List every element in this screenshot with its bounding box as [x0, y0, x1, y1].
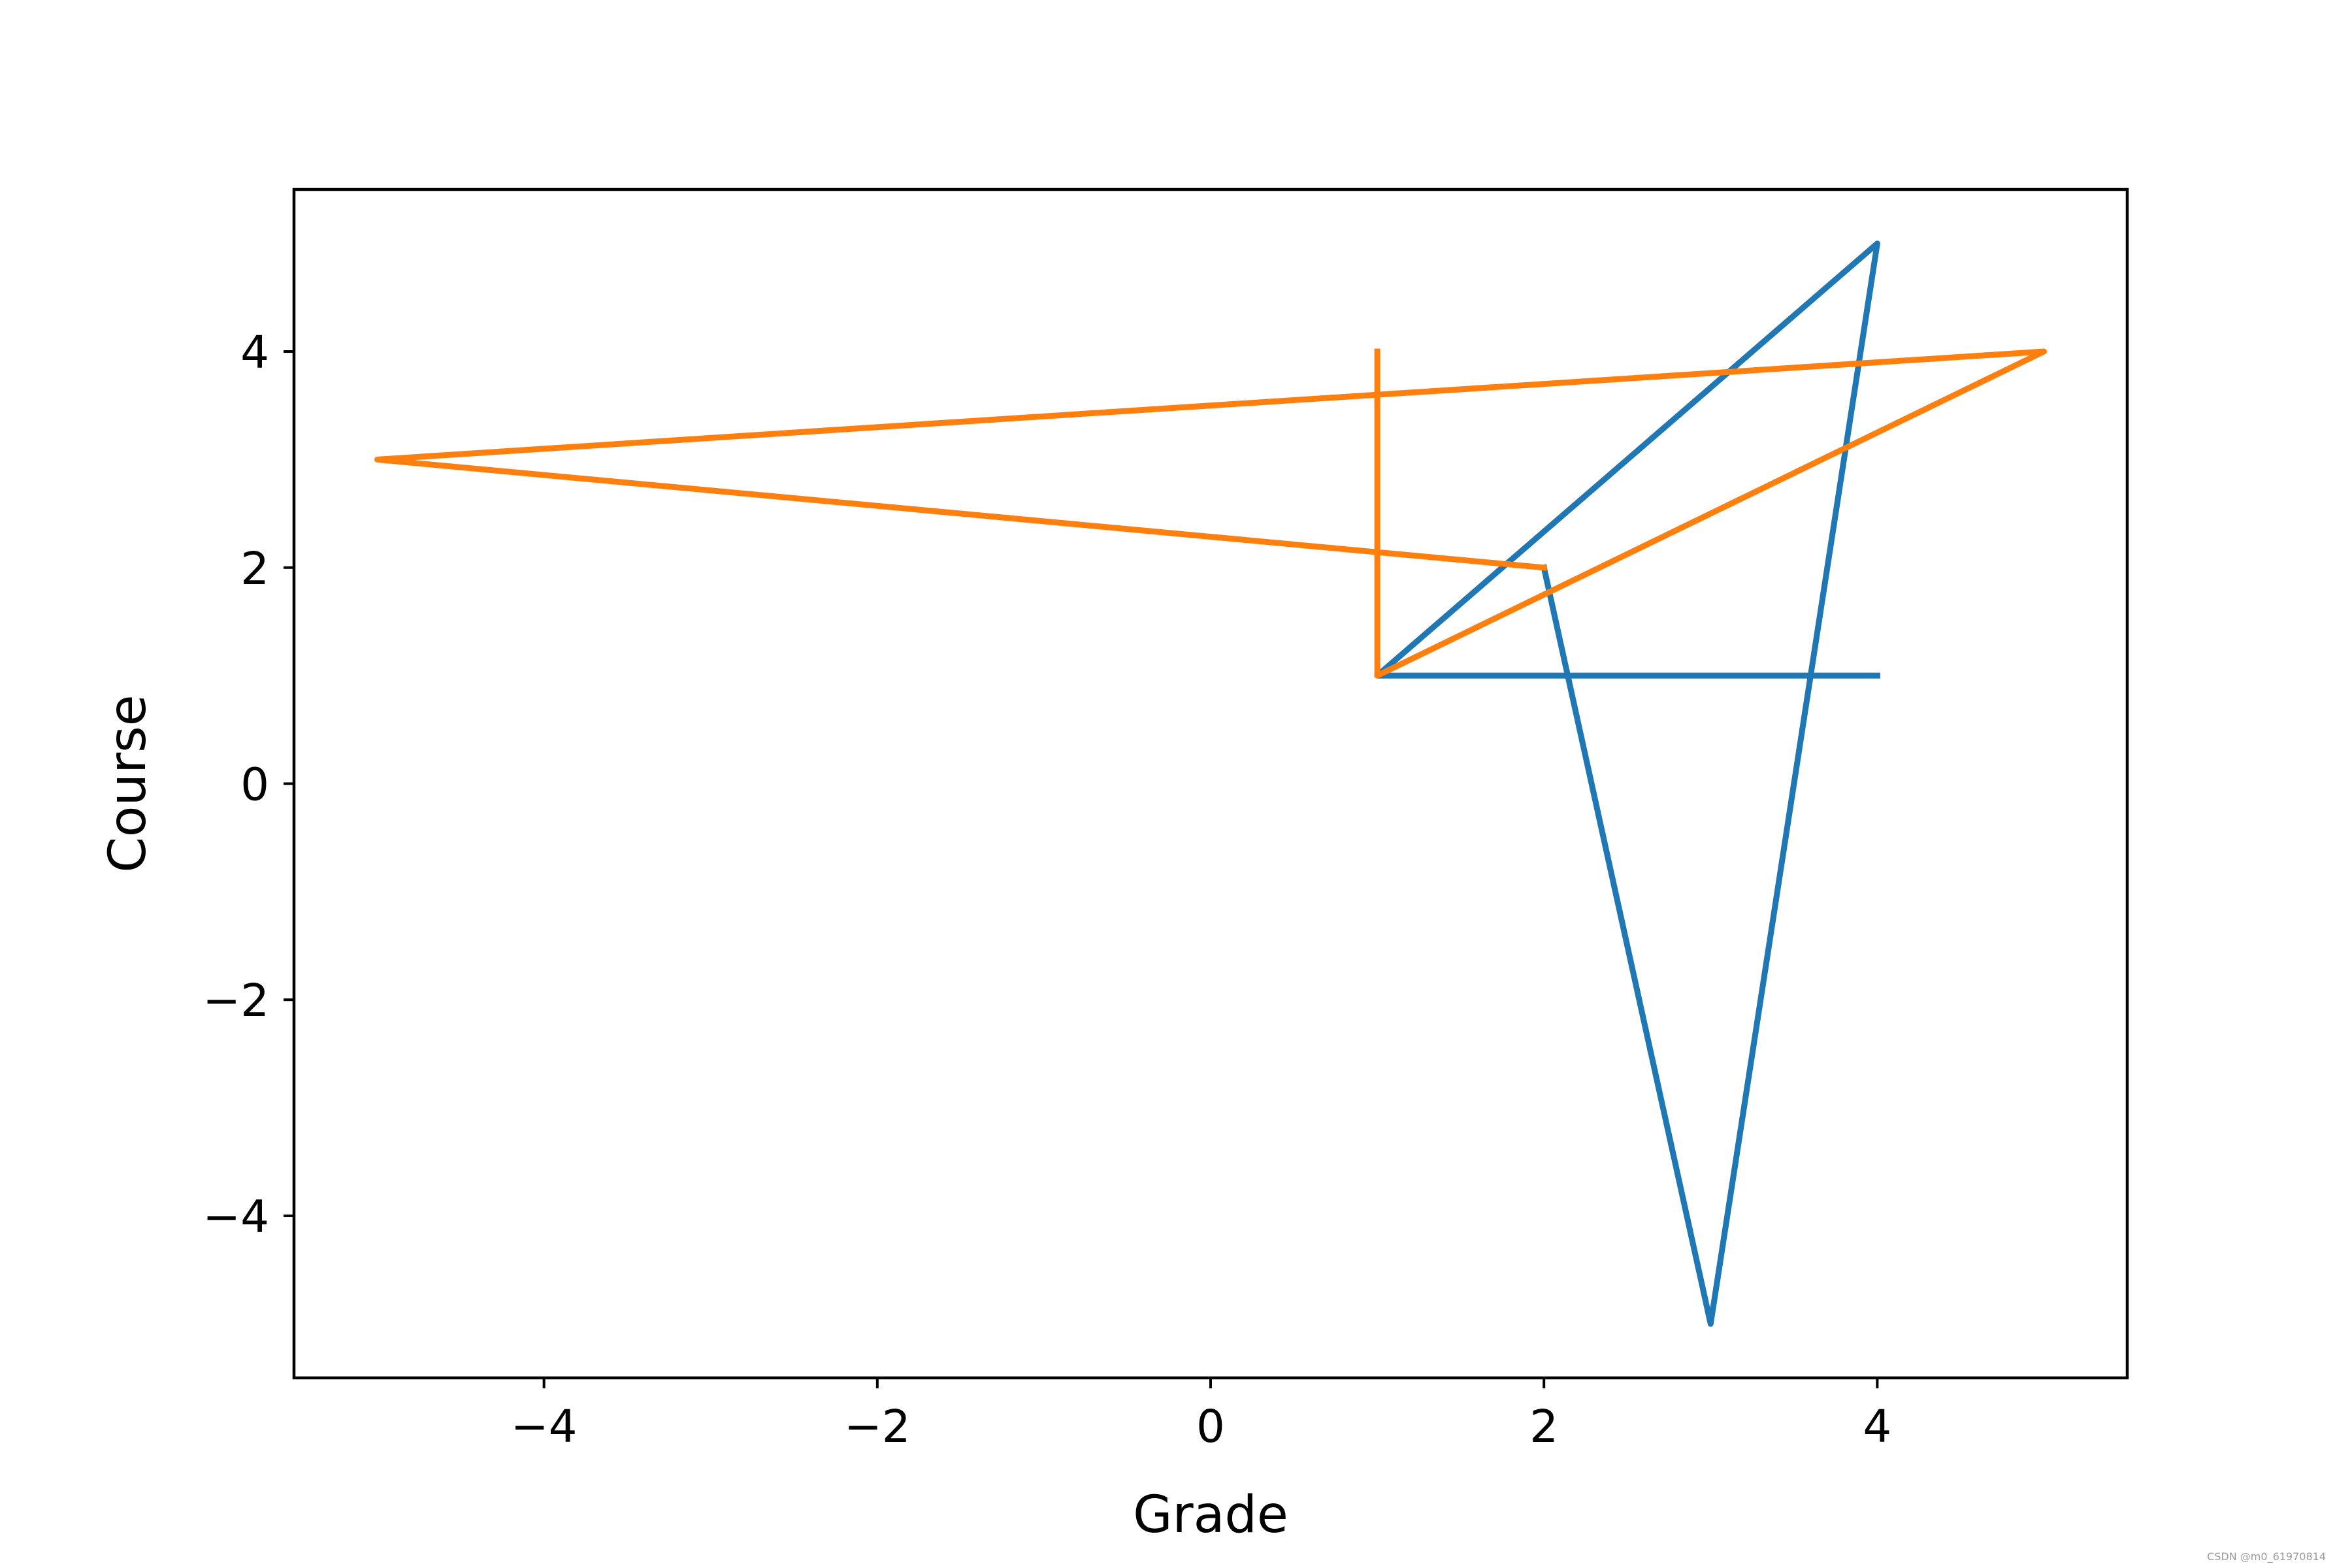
x-tick-label: −2 [844, 1401, 911, 1453]
y-tick-label: 0 [240, 759, 269, 811]
x-tick-label: −4 [511, 1401, 578, 1453]
x-axis-label: Grade [1133, 1486, 1288, 1544]
y-axis-ticks: −4 −2 0 2 4 [203, 327, 294, 1243]
x-tick-label: 0 [1196, 1401, 1225, 1453]
watermark-text: CSDN @m0_61970814 [2207, 1550, 2326, 1563]
y-tick-label: 2 [240, 543, 269, 595]
series-layer [374, 240, 2047, 1327]
x-tick-label: 4 [1863, 1401, 1891, 1453]
y-tick-label: −2 [203, 975, 269, 1027]
y-axis-label: Course [99, 694, 157, 872]
series-line-1 [1374, 240, 1880, 1327]
x-tick-label: 2 [1529, 1401, 1558, 1453]
y-tick-label: 4 [240, 327, 269, 379]
y-tick-label: −4 [203, 1191, 269, 1243]
x-axis-ticks: −4 −2 0 2 4 [511, 1378, 1891, 1453]
series-line-2 [374, 348, 2047, 679]
